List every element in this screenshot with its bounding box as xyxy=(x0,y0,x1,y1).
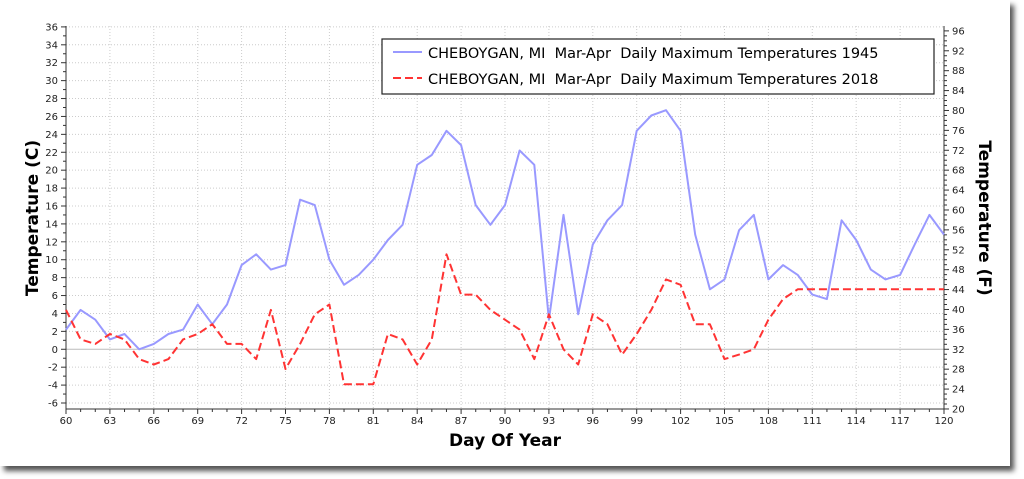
y2-axis-label: Temperature (F) xyxy=(974,140,994,295)
y-tick-label: 10 xyxy=(45,255,58,266)
x-tick-label: 105 xyxy=(715,416,734,427)
y-tick-label: 4 xyxy=(52,309,58,320)
y2-tick-label: 64 xyxy=(952,186,965,197)
y-axis-label: Temperature (C) xyxy=(23,140,43,296)
x-tick-label: 114 xyxy=(847,416,866,427)
y2-tick-label: 20 xyxy=(952,404,965,415)
y2-tick-label: 96 xyxy=(952,26,965,37)
x-tick-label: 75 xyxy=(279,416,292,427)
series-lines xyxy=(65,109,945,386)
x-tick-label: 63 xyxy=(104,416,117,427)
y2-tick-label: 36 xyxy=(952,325,965,336)
x-tick-label: 117 xyxy=(891,416,910,427)
y-tick-label: 14 xyxy=(45,219,58,230)
y-tick-label: 28 xyxy=(45,94,58,105)
x-tick-label: 111 xyxy=(803,416,822,427)
y-tick-label: -6 xyxy=(48,399,58,410)
x-tick-label: 60 xyxy=(60,416,73,427)
x-tick-label: 84 xyxy=(411,416,424,427)
x-axis-label: Day Of Year xyxy=(449,431,562,451)
x-tick-label: 90 xyxy=(499,416,512,427)
y2-tick-label: 28 xyxy=(952,365,965,376)
y-tick-label: 22 xyxy=(45,148,58,159)
y-tick-label: 18 xyxy=(45,184,58,195)
y-tick-label: 36 xyxy=(45,22,58,33)
y-tick-label: 26 xyxy=(45,112,58,123)
x-tick-label: 120 xyxy=(934,416,953,427)
axes: 60 63 66 69 72 75 78 81 84 87 90 93 96 99 102 105 108 111… xyxy=(45,22,964,427)
x-tick-label: 93 xyxy=(543,416,556,427)
y2-tick-label: 72 xyxy=(952,146,965,157)
legend: CHEBOYGAN, MI Mar-Apr Daily Maximum Temp… xyxy=(381,38,935,95)
y2-tick-label: 48 xyxy=(952,265,965,276)
y2-tick-label: 32 xyxy=(952,345,965,356)
y2-tick-label: 84 xyxy=(952,86,965,97)
x-tick-label: 78 xyxy=(323,416,336,427)
y2-tick-label: 92 xyxy=(952,46,965,57)
y-tick-label: 0 xyxy=(52,345,58,356)
y2-tick-label: 68 xyxy=(952,166,965,177)
y2-tick-label: 52 xyxy=(952,245,965,256)
y2-tick-label: 24 xyxy=(952,385,965,396)
x-tick-label: 66 xyxy=(147,416,160,427)
y2-tick-label: 44 xyxy=(952,285,965,296)
y-tick-label: 6 xyxy=(52,291,58,302)
y-tick-label: 12 xyxy=(45,237,58,248)
y-tick-label: 34 xyxy=(45,40,58,51)
x-tick-label: 87 xyxy=(455,416,468,427)
y2-tick-label: 60 xyxy=(952,205,965,216)
x-tick-label: 69 xyxy=(191,416,204,427)
y2-tick-label: 56 xyxy=(952,225,965,236)
y-tick-label: -2 xyxy=(48,363,58,374)
legend-box xyxy=(381,38,935,95)
y-tick-label: 20 xyxy=(45,166,58,177)
x-tick-label: 108 xyxy=(759,416,778,427)
legend-label-1945: CHEBOYGAN, MI Mar-Apr Daily Maximum Temp… xyxy=(428,46,879,62)
legend-label-2018: CHEBOYGAN, MI Mar-Apr Daily Maximum Temp… xyxy=(428,72,879,88)
y-tick-label: 32 xyxy=(45,58,58,69)
x-tick-label: 99 xyxy=(630,416,643,427)
y-tick-label: 16 xyxy=(45,201,58,212)
y-tick-label: 2 xyxy=(52,327,58,338)
y2-tick-label: 40 xyxy=(952,305,965,316)
series-line-2018 xyxy=(65,253,944,386)
x-tick-label: 72 xyxy=(235,416,248,427)
y-tick-label: 24 xyxy=(45,130,58,141)
y2-tick-label: 80 xyxy=(952,106,965,117)
y-tick-label: -4 xyxy=(48,381,58,392)
y2-tick-label: 76 xyxy=(952,126,965,137)
x-tick-label: 96 xyxy=(586,416,599,427)
y2-tick-label: 88 xyxy=(952,66,965,77)
x-tick-label: 102 xyxy=(671,416,690,427)
y-tick-label: 8 xyxy=(52,273,58,284)
y-tick-label: 30 xyxy=(45,76,58,87)
x-tick-label: 81 xyxy=(367,416,380,427)
